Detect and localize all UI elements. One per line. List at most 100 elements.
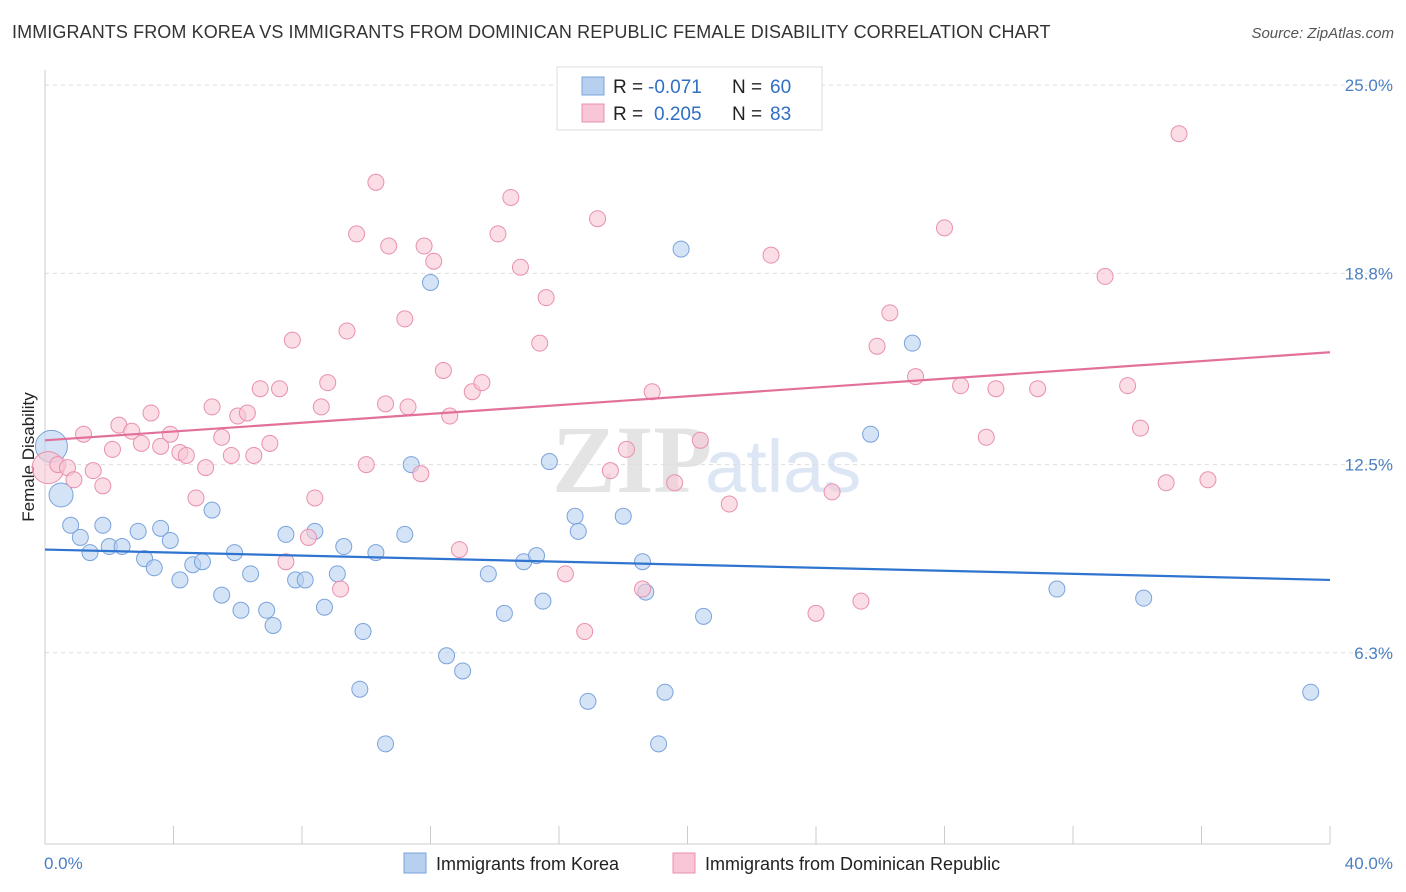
dominican-point-3 — [65, 471, 83, 489]
korea-point-31 — [354, 623, 372, 641]
legend-korea-n-label: N = — [732, 77, 762, 98]
dominican-point-44 — [425, 252, 443, 270]
dominican-point-67 — [823, 483, 841, 501]
legend-korea-r-value: -0.071 — [648, 77, 702, 98]
dominican-point-12 — [152, 437, 170, 455]
dominican-points — [31, 125, 1217, 641]
legend-dominican-n-value: 83 — [770, 104, 791, 125]
dominican-point-4 — [75, 425, 93, 443]
korea-point-40 — [495, 604, 513, 622]
dominican-point-36 — [357, 456, 375, 474]
korea-point-30 — [351, 680, 369, 698]
dominican-point-31 — [312, 398, 330, 416]
dominican-point-45 — [434, 361, 452, 379]
dominican-point-54 — [537, 289, 555, 307]
dominican-point-75 — [987, 380, 1005, 398]
dominican-point-19 — [213, 428, 231, 446]
dominican-point-81 — [1170, 125, 1188, 143]
korea-point-52 — [656, 683, 674, 701]
dominican-point-26 — [271, 380, 289, 398]
dominican-point-58 — [601, 462, 619, 480]
dominican-point-78 — [1119, 377, 1137, 395]
dominican-point-70 — [881, 304, 899, 322]
dominican-point-32 — [319, 374, 337, 392]
dominican-point-16 — [187, 489, 205, 507]
dominican-point-59 — [617, 440, 635, 458]
dominican-point-53 — [531, 334, 549, 352]
correlation-legend: R = -0.071 N = 60 R = 0.205 N = 83 — [556, 66, 823, 131]
dominican-point-55 — [556, 565, 574, 583]
korea-point-2 — [62, 516, 80, 534]
legend-dominican-r-label: R = — [613, 104, 643, 125]
korea-point-42 — [528, 547, 546, 565]
korea-point-25 — [296, 571, 314, 589]
dominican-point-56 — [576, 623, 594, 641]
dominican-point-25 — [261, 434, 279, 452]
korea-point-21 — [258, 601, 276, 619]
dominican-point-68 — [852, 592, 870, 610]
korea-point-28 — [328, 565, 346, 583]
korea-point-43 — [534, 592, 552, 610]
chart-title: IMMIGRANTS FROM KOREA VS IMMIGRANTS FROM… — [12, 22, 1051, 42]
bottom-legend-dominican-label: Immigrants from Dominican Republic — [705, 854, 1000, 874]
trend-lines — [44, 351, 1331, 582]
dominican-point-40 — [396, 310, 414, 328]
dominican-point-80 — [1157, 474, 1175, 492]
korea-point-38 — [454, 662, 472, 680]
dominican-point-33 — [332, 580, 350, 598]
y-tick-label-1: 12.5% — [1345, 456, 1393, 475]
korea-point-12 — [161, 531, 179, 549]
korea-point-16 — [203, 501, 221, 519]
dominican-point-64 — [720, 495, 738, 513]
korea-point-33 — [377, 735, 395, 753]
korea-point-20 — [242, 565, 260, 583]
korea-point-45 — [566, 507, 584, 525]
dominican-trend-line — [44, 351, 1331, 442]
dominican-point-27 — [277, 553, 295, 571]
korea-point-59 — [1302, 683, 1320, 701]
dominican-point-46 — [441, 407, 459, 425]
dominican-point-29 — [299, 528, 317, 546]
y-tick-labels: 6.3% 12.5% 18.8% 25.0% — [1345, 76, 1393, 663]
korea-point-17 — [213, 586, 231, 604]
dominican-point-79 — [1131, 419, 1149, 437]
y-tick-label-3: 25.0% — [1345, 76, 1393, 95]
dominican-point-15 — [177, 446, 195, 464]
korea-point-49 — [634, 553, 652, 571]
korea-point-5 — [94, 516, 112, 534]
korea-point-3 — [71, 528, 89, 546]
dominican-point-47 — [450, 541, 468, 559]
korea-point-10 — [145, 559, 163, 577]
dominican-point-69 — [868, 337, 886, 355]
bottom-legend-korea-label: Immigrants from Korea — [436, 854, 620, 874]
dominican-point-11 — [142, 404, 160, 422]
legend-dominican-n-label: N = — [732, 104, 762, 125]
korea-point-51 — [650, 735, 668, 753]
korea-point-55 — [862, 425, 880, 443]
korea-trend-line — [44, 548, 1331, 582]
dominican-point-20 — [222, 446, 240, 464]
korea-point-37 — [438, 647, 456, 665]
legend-korea-n-value: 60 — [770, 77, 791, 98]
korea-point-48 — [614, 507, 632, 525]
korea-point-57 — [1048, 580, 1066, 598]
legend-dominican-swatch — [581, 103, 605, 123]
korea-point-13 — [171, 571, 189, 589]
dominican-point-66 — [807, 604, 825, 622]
dominican-point-49 — [473, 374, 491, 392]
korea-point-18 — [226, 544, 244, 562]
dominican-point-23 — [245, 446, 263, 464]
dominican-point-30 — [306, 489, 324, 507]
korea-point-46 — [569, 522, 587, 540]
x-tick-marks — [44, 826, 1331, 844]
dominican-point-62 — [666, 474, 684, 492]
bottom-legend-dominican-swatch — [672, 852, 696, 874]
korea-point-8 — [129, 522, 147, 540]
korea-point-29 — [335, 538, 353, 556]
legend-korea-r-label: R = — [613, 77, 643, 98]
dominican-point-37 — [367, 173, 385, 191]
dominican-point-13 — [161, 425, 179, 443]
korea-point-58 — [1135, 589, 1153, 607]
korea-point-19 — [232, 601, 250, 619]
